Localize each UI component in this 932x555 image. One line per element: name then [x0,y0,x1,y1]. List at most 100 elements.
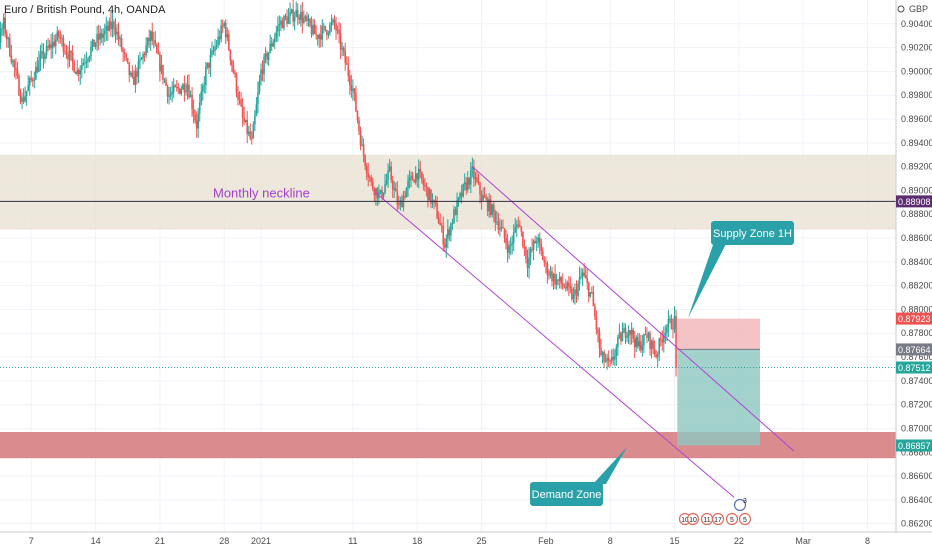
event-marker[interactable] [738,512,752,526]
candle-body [489,199,492,215]
candle-body [309,18,311,26]
candle-body [263,56,265,75]
candle-body [355,93,357,112]
candle-body [613,356,616,360]
candle-body [382,192,385,198]
candle-body [532,240,535,250]
event-marker[interactable] [733,498,747,512]
candle-body [514,227,517,233]
candle-body [656,354,659,357]
candle-body [99,32,101,40]
short-position[interactable] [677,318,760,446]
candle-body [477,181,480,183]
candle-body [22,97,25,102]
candle-body [523,246,526,248]
y-tick-label: 0.87200 [901,400,932,410]
x-tick-label: 14 [91,536,101,546]
candle-body [270,43,273,47]
candle-body [381,190,383,198]
candle-body [247,131,250,134]
supply-zone-label: Supply Zone 1H [713,228,792,240]
candle-body [624,328,627,338]
candle-body [393,188,396,190]
candle-body [45,46,48,56]
candle-body [260,69,262,81]
candle-body [569,286,572,289]
event-marker[interactable] [711,512,725,526]
candle-body [636,337,639,347]
candle-body [13,60,16,68]
candle-body [364,155,366,166]
candle-body [531,248,533,250]
candle-body [669,318,671,320]
candle-body [433,199,435,201]
y-tick-labels: 0.90400 0.90200 0.90000 0.89800 0.89600 0.894… [901,19,932,529]
candle-body [549,271,552,276]
candle-body [335,23,337,31]
candle-body [116,31,118,35]
event-marker[interactable] [725,512,739,526]
candle-body [130,72,132,75]
candle-body [345,62,348,65]
candle-body [607,357,610,361]
candle-body [450,223,452,236]
candle-body [410,175,412,178]
candle-body [269,43,271,53]
candle-body [126,58,129,63]
candle-body [220,25,222,40]
candle-body [134,70,137,85]
candle-body [30,78,33,80]
candle-body [252,124,255,139]
candle-body [672,328,674,330]
settings-icon[interactable] [897,5,905,13]
y-tick-label: 0.89200 [901,162,932,172]
candle-body [82,62,85,66]
candle-body [534,240,536,244]
price-tag [896,361,932,374]
candle-body [499,227,501,230]
candle-body [618,332,621,338]
candle-body [133,76,135,85]
candle-body [502,227,504,229]
event-count: 10 [689,517,697,524]
candle-body [318,34,320,39]
candle-body [505,237,507,245]
candle-body [336,29,339,31]
candle-body [644,334,647,336]
candle-body [168,95,170,97]
candle-body [166,85,169,97]
candle-body [641,345,644,351]
candle-body [376,188,379,199]
candle-body [497,221,500,230]
supply-zone-callout[interactable] [711,221,794,245]
candle-body [411,175,414,181]
candle-body [146,37,149,46]
candle-body [436,202,438,219]
candle-body [506,244,509,253]
event-marker[interactable] [686,512,700,526]
callouts[interactable]: Supply Zone 1H Demand Zone [530,221,794,506]
candle-body [427,187,429,201]
candle-body [249,131,252,139]
candle-body [244,119,247,122]
candle-body [169,94,172,96]
candle-body [445,238,448,248]
candle-body [557,279,559,281]
demand-zone-callout[interactable] [530,482,603,506]
candle-body [555,279,558,285]
candle-body [48,44,51,48]
candle-body [421,172,423,180]
candle-body [371,181,374,190]
y-tick-label: 0.86200 [901,519,932,529]
candle-body [315,34,317,36]
price-tag-label: 0.87512 [898,363,931,373]
candle-body [267,52,270,60]
candle-body [329,24,331,34]
candle-body [571,288,573,300]
candle-body [307,18,310,21]
event-markers[interactable]: 10 10 11 17 5 5 3 [678,498,752,526]
candle-body [470,169,472,185]
candle-body [548,275,550,276]
